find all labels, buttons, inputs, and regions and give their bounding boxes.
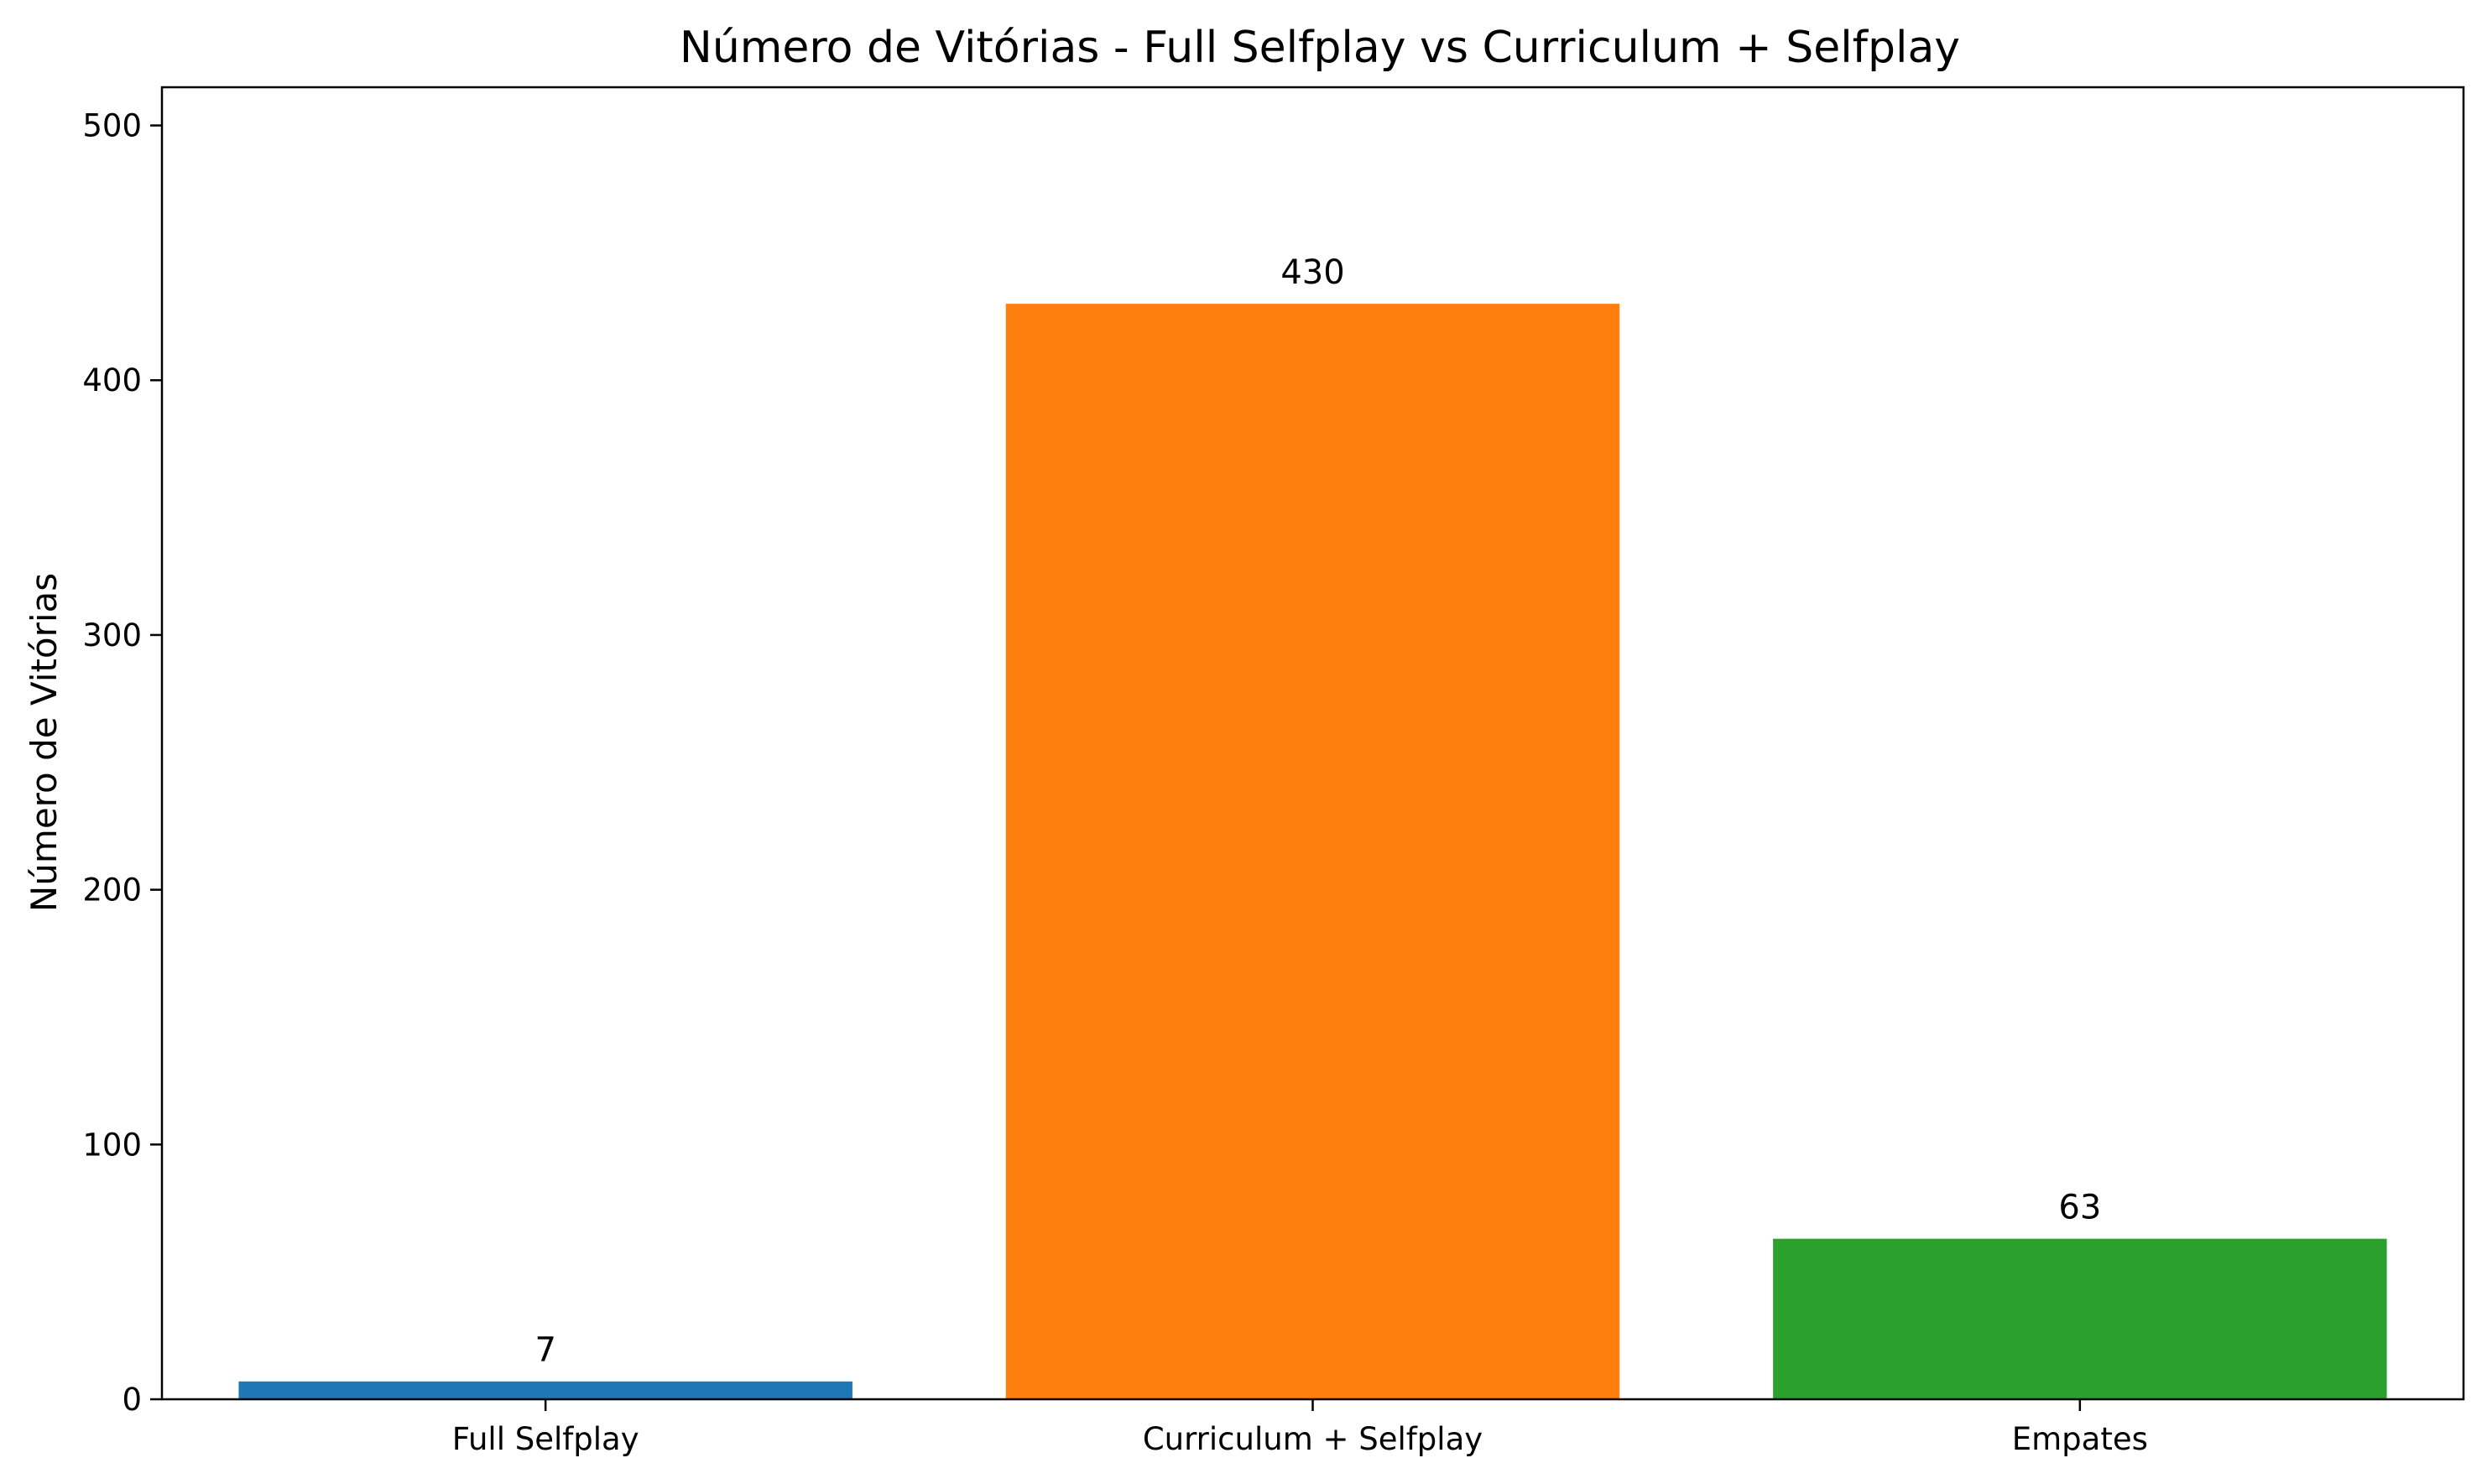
plot-frame — [160, 86, 2465, 1401]
y-tick-label-5: 500 — [82, 108, 142, 144]
bar-0 — [238, 1381, 852, 1399]
y-tick-label-3: 300 — [82, 617, 142, 653]
x-tick-label-1: Curriculum + Selfplay — [1143, 1421, 1483, 1457]
y-tick-label-4: 400 — [82, 362, 142, 398]
y-axis-label: Número de Vitórias — [23, 573, 65, 912]
x-tick-label-2: Empates — [2012, 1421, 2148, 1457]
bar-value-label-1: 430 — [1280, 253, 1344, 292]
bar-2 — [1773, 1238, 2387, 1399]
y-tick-label-2: 200 — [82, 872, 142, 909]
y-tick-label-1: 100 — [82, 1127, 142, 1163]
plot-area: 7 430 63 0 100 200 300 400 500 Full Selfplay Curri… — [82, 86, 2465, 1457]
bar-1 — [1005, 304, 1620, 1399]
x-tick-label-0: Full Selfplay — [452, 1421, 639, 1457]
bar-value-label-2: 63 — [2058, 1189, 2101, 1227]
chart-title: Número de Vitórias - Full Selfplay vs Cu… — [680, 23, 1960, 73]
bar-value-label-0: 7 — [534, 1331, 555, 1370]
y-tick-label-0: 0 — [122, 1382, 142, 1418]
